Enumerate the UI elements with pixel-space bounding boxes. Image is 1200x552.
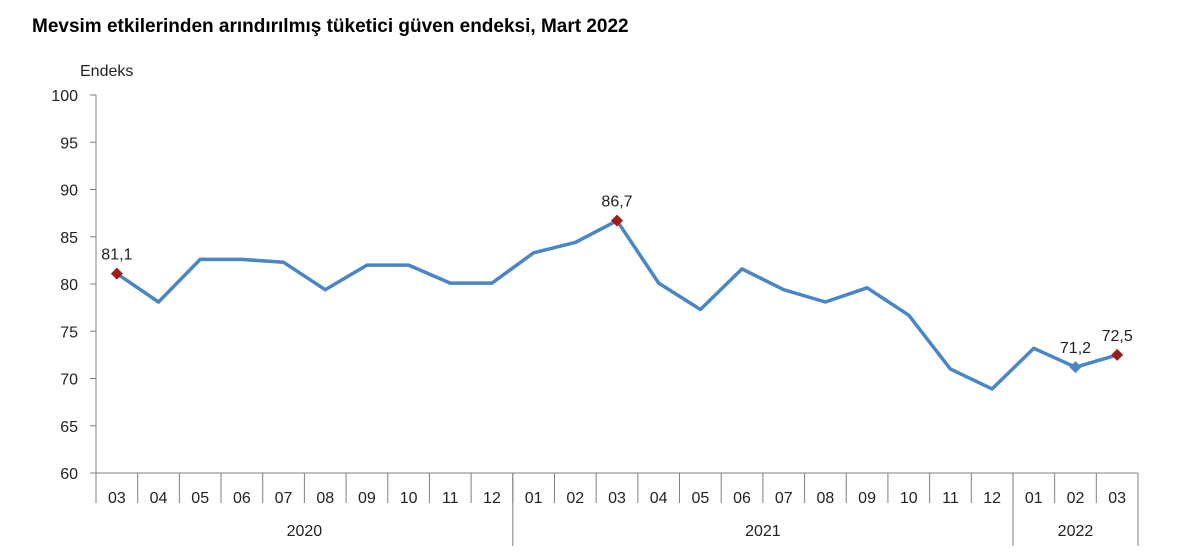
- x-tick-label: 05: [691, 490, 709, 507]
- year-label: 2022: [1058, 523, 1094, 540]
- data-point-marker: [1069, 361, 1082, 374]
- y-tick-label: 95: [60, 135, 78, 152]
- x-tick-label: 03: [108, 490, 126, 507]
- x-tick-label: 02: [1067, 490, 1085, 507]
- x-tick-label: 07: [775, 490, 793, 507]
- x-tick-label: 04: [150, 490, 168, 507]
- y-tick-label: 75: [60, 324, 78, 341]
- x-tick-label: 01: [525, 490, 543, 507]
- x-tick-label: 08: [316, 490, 334, 507]
- y-ticks: 60 65 70 75 80 85 90 95 100: [51, 88, 96, 483]
- data-point-marker: [611, 214, 623, 227]
- x-tick-label: 03: [608, 490, 626, 507]
- x-tick-label: 10: [900, 490, 918, 507]
- markers: [110, 214, 1124, 374]
- data-point-marker: [1111, 348, 1124, 361]
- x-tick-label: 02: [566, 490, 584, 507]
- x-tick-label: 11: [442, 490, 459, 507]
- x-tick-label: 07: [275, 490, 293, 507]
- series-line: [115, 218, 1119, 391]
- x-tick-label: 06: [733, 490, 751, 507]
- y-axis-label: Endeks: [80, 63, 133, 80]
- data-label: 81,1: [101, 247, 132, 264]
- y-tick-label: 60: [60, 466, 78, 483]
- x-ticks: 03 04 05 06 07 08 09 10 11 12 01 02 03 04 05 06 07 08 09 10…: [95, 473, 1139, 507]
- x-tick-label: 09: [358, 490, 376, 507]
- year-label: 2021: [745, 523, 781, 540]
- x-tick-label: 10: [400, 490, 418, 507]
- y-tick-label: 80: [60, 277, 78, 294]
- data-point-marker: [110, 267, 123, 280]
- year-labels: 2020 2021 2022: [287, 473, 1094, 546]
- y-tick-label: 65: [60, 419, 78, 436]
- data-label: 71,2: [1060, 340, 1091, 357]
- x-tick-label: 12: [983, 490, 1001, 507]
- y-tick-label: 70: [60, 372, 78, 389]
- x-tick-label: 08: [817, 490, 835, 507]
- x-tick-label: 11: [942, 490, 959, 507]
- year-label: 2020: [287, 523, 323, 540]
- chart-title: Mevsim etkilerinden arındırılmış tüketic…: [32, 16, 629, 37]
- data-label: 86,7: [601, 194, 632, 211]
- x-tick-label: 03: [1108, 490, 1126, 507]
- axes: [95, 95, 1139, 546]
- data-labels: 81,1 86,7 71,2 72,5: [101, 194, 1133, 357]
- x-tick-label: 04: [650, 490, 668, 507]
- x-tick-label: 01: [1025, 490, 1043, 507]
- data-label: 72,5: [1102, 328, 1133, 345]
- x-tick-label: 12: [483, 490, 501, 507]
- x-tick-label: 06: [233, 490, 251, 507]
- y-tick-label: 100: [51, 88, 78, 105]
- y-tick-label: 90: [60, 183, 78, 200]
- y-tick-label: 85: [60, 230, 78, 247]
- x-tick-label: 05: [191, 490, 209, 507]
- x-tick-label: 09: [858, 490, 876, 507]
